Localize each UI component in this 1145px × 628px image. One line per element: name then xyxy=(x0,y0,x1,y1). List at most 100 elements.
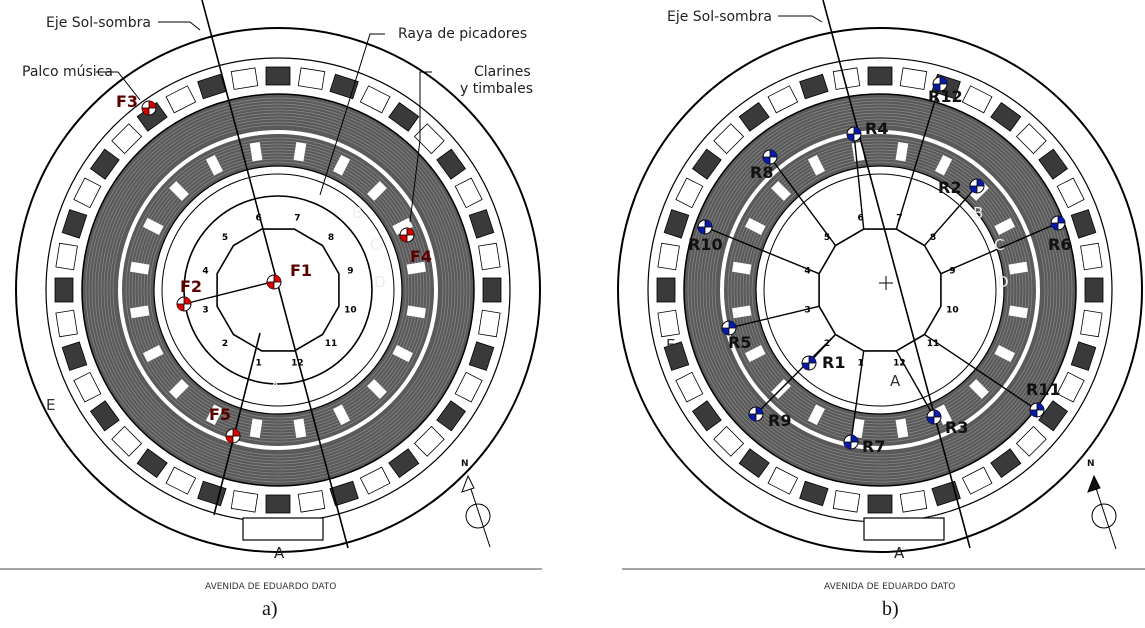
perimeter-box xyxy=(197,480,227,507)
sol-sombra-axis xyxy=(822,0,971,549)
vomitory xyxy=(994,217,1016,235)
palco-label: Palco música xyxy=(22,64,113,80)
perimeter-box xyxy=(657,309,680,338)
perimeter-box xyxy=(675,177,704,209)
seat-row xyxy=(714,124,1046,456)
perimeter-box xyxy=(899,67,928,90)
perimeter-box xyxy=(656,277,676,303)
spoke-r10 xyxy=(704,226,820,275)
perimeter-box xyxy=(265,66,291,86)
perimeter-box xyxy=(230,67,259,90)
center-cross xyxy=(879,276,893,290)
entrance-a xyxy=(863,517,945,541)
node-number-10: 10 xyxy=(946,305,959,315)
node-number-1: 1 xyxy=(255,358,261,368)
seat-row xyxy=(730,140,1030,440)
perimeter-box xyxy=(165,466,197,495)
axis-label: Eje Sol-sombra xyxy=(46,15,151,31)
perimeter-box xyxy=(297,490,326,513)
receiver-marker-r4 xyxy=(846,126,862,142)
perimeter-box xyxy=(468,341,495,371)
node-number-8: 8 xyxy=(328,233,334,243)
perimeter-box xyxy=(478,309,501,338)
perimeter-box xyxy=(73,177,102,209)
perimeter-box xyxy=(738,101,770,132)
perimeter-box xyxy=(990,101,1022,132)
vomitory xyxy=(169,379,189,399)
gate-letter-c: C xyxy=(370,236,380,254)
receiver-label-r4: R4 xyxy=(865,119,888,138)
node-number-4: 4 xyxy=(202,267,208,277)
axis-label-leader xyxy=(778,15,823,23)
vomitory xyxy=(392,345,414,363)
spoke-r12 xyxy=(895,83,941,230)
vomitory xyxy=(935,154,953,176)
perimeter-box xyxy=(799,480,829,507)
node-polygon-outline xyxy=(216,228,340,352)
node-number-1: 1 xyxy=(857,358,863,368)
perimeter-box xyxy=(111,123,143,155)
gate-letter-e: E xyxy=(46,396,55,414)
seat-row xyxy=(134,146,422,434)
seat-row xyxy=(100,112,456,468)
node-number-11: 11 xyxy=(325,339,338,349)
perimeter-box xyxy=(663,209,690,239)
perimeter-box xyxy=(413,123,445,155)
perimeter-boxes xyxy=(54,66,502,514)
source-markers: F1 F2 F3 F4 F5 xyxy=(116,92,432,444)
source-line-f2 xyxy=(183,281,273,305)
seat-row xyxy=(702,112,1058,468)
vomitory xyxy=(744,217,766,235)
seat-row xyxy=(146,158,410,422)
vomitory xyxy=(205,154,223,176)
seat-row xyxy=(140,152,416,428)
node-number-9: 9 xyxy=(347,267,353,277)
perimeter-box xyxy=(454,177,483,209)
passage-ring xyxy=(720,130,1040,450)
perimeter-box xyxy=(767,466,799,495)
passage-ring xyxy=(118,130,438,450)
source-label-f4: F4 xyxy=(410,247,432,266)
seat-row xyxy=(109,121,447,459)
perimeter-box xyxy=(713,123,745,155)
perimeter-box xyxy=(1056,177,1085,209)
receiver-marker-r1 xyxy=(801,355,817,371)
receiver-marker-r7 xyxy=(843,434,859,450)
node-number-5: 5 xyxy=(222,233,228,243)
seat-row xyxy=(97,109,459,471)
perimeter-box xyxy=(1080,242,1103,271)
vomitory xyxy=(895,142,909,162)
seat-rows xyxy=(85,97,471,483)
seat-row xyxy=(125,137,431,443)
gate-letter-b: B xyxy=(352,204,362,222)
perimeter-box xyxy=(691,148,722,180)
receiver-label-r12: R12 xyxy=(928,87,963,106)
perimeter-box xyxy=(329,480,359,507)
gate-letter-d: D xyxy=(997,273,1009,291)
perimeter-box xyxy=(832,67,861,90)
vomitory xyxy=(807,404,825,426)
vomitory xyxy=(333,404,351,426)
spoke-r3 xyxy=(895,350,935,418)
node-polygon xyxy=(216,228,340,352)
seat-row xyxy=(131,143,425,437)
entrance-letter: A xyxy=(894,544,905,562)
perimeter-box xyxy=(832,490,861,513)
receiver-marker-r12 xyxy=(932,76,948,92)
seat-row xyxy=(88,100,468,480)
perimeter-box xyxy=(867,494,893,514)
seat-row xyxy=(103,115,453,465)
receiver-markers: R1 R2 R3 R4 R5 R6 R7 R8 R9 R10 R11 R12 xyxy=(688,76,1071,456)
vomitory xyxy=(293,142,307,162)
receiver-label-r9: R9 xyxy=(768,411,791,430)
perimeter-box xyxy=(359,466,391,495)
vomitory xyxy=(1008,261,1028,275)
vomitory xyxy=(333,154,351,176)
perimeter-box xyxy=(297,67,326,90)
perimeter-box xyxy=(1038,148,1069,180)
receiver-label-r2: R2 xyxy=(938,178,961,197)
vomitory xyxy=(406,261,426,275)
seat-row xyxy=(711,121,1049,459)
perimeter-box xyxy=(767,85,799,114)
